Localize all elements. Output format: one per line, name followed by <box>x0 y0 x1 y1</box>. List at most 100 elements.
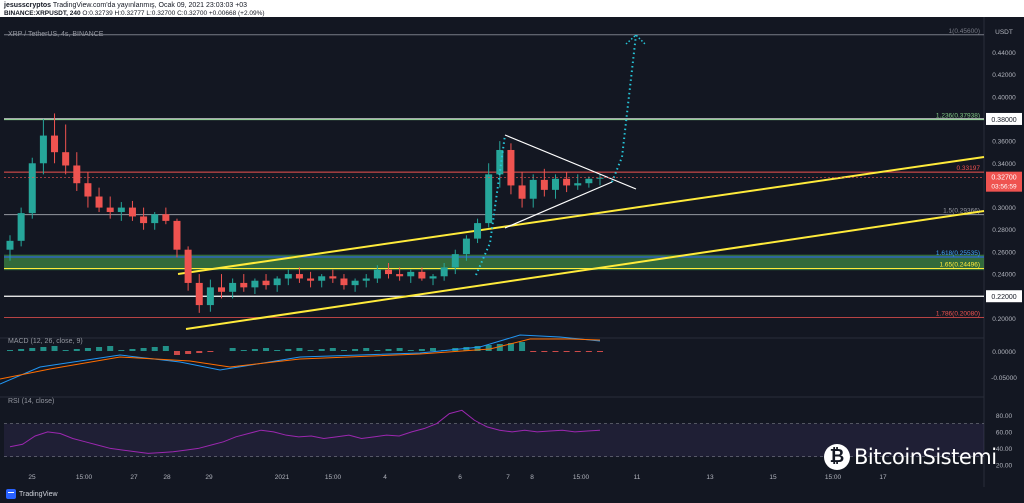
candle <box>563 172 571 193</box>
candle-body <box>184 249 192 283</box>
candle-body <box>173 220 181 250</box>
level-label: 1(0.45600) <box>949 28 980 35</box>
time-tick: 15:00 <box>825 474 842 481</box>
macd-histogram-bar <box>151 347 158 351</box>
macd-histogram-bar <box>430 348 437 351</box>
price-tick: 0.36000 <box>992 139 1016 146</box>
macd-histogram-bar <box>418 349 425 351</box>
chart-area[interactable]: 1(0.45600) 1.236(0.37938) 0.33197 1.5(0.293… <box>0 17 1024 487</box>
price-tick: 0.26000 <box>992 249 1016 256</box>
macd-histogram-bar <box>140 348 147 351</box>
time-tick: 27 <box>130 474 138 481</box>
candle-body <box>106 207 114 213</box>
price-tick: 0.30000 <box>992 205 1016 212</box>
candle-body <box>407 271 415 277</box>
triangle-upper-edge <box>504 134 637 190</box>
macd-histogram-bar <box>574 351 581 352</box>
support-zone <box>4 254 984 271</box>
candle <box>28 157 36 219</box>
level-label: 1.786(0.20080) <box>936 310 980 317</box>
candle-body <box>218 287 226 292</box>
candle-body <box>396 274 404 277</box>
candle <box>229 278 237 299</box>
candle <box>540 168 548 197</box>
signal-line <box>0 338 601 380</box>
time-tick: 17 <box>879 474 887 481</box>
macd-pane: 0.00000 -0.05000 <box>0 334 1017 385</box>
bitcoin-icon: ₿ <box>824 444 850 470</box>
candle <box>529 174 537 208</box>
macd-histogram-bar <box>274 350 281 351</box>
time-tick: 13 <box>706 474 714 481</box>
macd-histogram-bar <box>318 349 325 351</box>
candle-body <box>162 214 170 221</box>
price-axis-tag-label: 0.22000 <box>991 294 1016 301</box>
candle-body <box>84 183 92 197</box>
rsi-tick: 40.00 <box>996 446 1013 453</box>
candle <box>51 113 59 164</box>
candle <box>574 174 582 190</box>
currency-label: USDT <box>995 29 1013 36</box>
time-tick: 8 <box>530 474 534 481</box>
candle <box>173 218 181 258</box>
candle <box>273 276 281 292</box>
price-tick: 0.24000 <box>992 272 1016 279</box>
projection-path-2 <box>611 34 637 183</box>
candle-body <box>295 274 303 279</box>
candle <box>39 118 47 175</box>
macd-histogram-bar <box>329 348 336 351</box>
macd-histogram-bar <box>229 348 236 351</box>
time-axis: 25 15:00 27 28 29 2021 15:00 4 6 7 8 15:00 11 13 15 15:… <box>28 474 887 481</box>
price-tick: 0.34000 <box>992 161 1016 168</box>
candle <box>462 235 470 261</box>
time-tick: 28 <box>163 474 171 481</box>
time-tick: 15:00 <box>325 474 342 481</box>
candle <box>128 200 136 221</box>
candle-body <box>496 149 504 175</box>
site-watermark: ₿ BitcoinSistemi <box>824 444 997 470</box>
macd-histogram-bar <box>107 346 114 351</box>
candle-body <box>51 135 59 153</box>
candle-body <box>206 287 214 306</box>
candle <box>418 267 426 281</box>
candle <box>284 269 292 286</box>
candle-body <box>262 280 270 286</box>
candle-body <box>6 240 14 250</box>
candle-body <box>329 276 337 279</box>
macd-histogram-bar <box>307 350 314 351</box>
price-axis-tag-label: 0.38000 <box>991 117 1016 124</box>
candle <box>407 269 415 283</box>
price-tick: 0.28000 <box>992 227 1016 234</box>
macd-histogram-bar <box>552 351 559 352</box>
macd-tick: 0.00000 <box>992 349 1016 356</box>
rsi-label: RSI (14, close) <box>8 398 55 405</box>
tradingview-brand: TradingView <box>19 490 58 498</box>
candle-body <box>563 178 571 186</box>
macd-histogram-bar <box>507 343 514 351</box>
candle-body <box>474 223 482 239</box>
candle <box>251 278 259 295</box>
tradingview-logo[interactable]: TradingView <box>6 489 58 499</box>
candle <box>351 278 359 292</box>
triangle-lower-edge <box>504 181 613 229</box>
candle-body <box>39 135 47 164</box>
level-label: 1.236(0.37938) <box>936 113 980 120</box>
macd-histogram-bar <box>129 349 136 351</box>
watermark-text: BitcoinSistemi <box>854 445 997 469</box>
candle <box>117 202 125 221</box>
candle-body <box>251 280 259 288</box>
macd-histogram-bar <box>352 349 359 351</box>
candle <box>184 246 192 291</box>
rsi-pane: 80.00 60.00 40.00 20.00 <box>4 409 1013 470</box>
candle-body <box>28 163 36 214</box>
macd-histogram-bar <box>18 349 25 351</box>
candle <box>84 172 92 208</box>
candle <box>596 174 604 186</box>
time-tick: 15:00 <box>573 474 590 481</box>
candle <box>451 249 459 275</box>
price-axis-tag <box>986 290 1022 303</box>
macd-histogram-bar <box>296 348 303 351</box>
macd-histogram-bar <box>173 351 180 355</box>
macd-histogram-bar <box>251 349 258 351</box>
candle-body <box>574 183 582 186</box>
